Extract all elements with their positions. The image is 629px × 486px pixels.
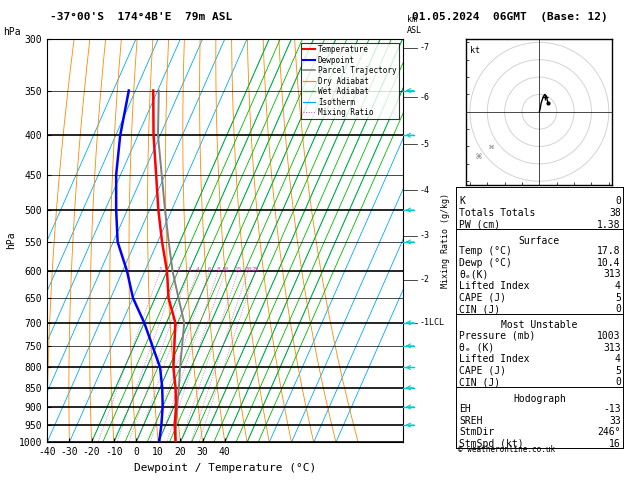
Text: 313: 313	[603, 269, 621, 279]
Text: 4: 4	[615, 354, 621, 364]
Text: -37°00'S  174°4B'E  79m ASL: -37°00'S 174°4B'E 79m ASL	[50, 12, 233, 22]
Text: 38: 38	[609, 208, 621, 218]
Text: -6: -6	[419, 93, 429, 102]
Text: 2: 2	[176, 267, 180, 272]
Text: 17.8: 17.8	[598, 246, 621, 256]
Text: 246°: 246°	[598, 427, 621, 437]
Text: -4: -4	[419, 186, 429, 194]
Text: -1LCL: -1LCL	[419, 318, 444, 327]
Text: 15: 15	[235, 267, 242, 272]
Text: 10: 10	[221, 267, 229, 272]
Text: hPa: hPa	[3, 27, 21, 37]
Text: Hodograph: Hodograph	[513, 394, 566, 403]
Text: Dewp (°C): Dewp (°C)	[459, 258, 512, 268]
Text: ⌘: ⌘	[476, 153, 482, 162]
Text: 0: 0	[615, 377, 621, 387]
Text: Temp (°C): Temp (°C)	[459, 246, 512, 256]
Text: 01.05.2024  06GMT  (Base: 12): 01.05.2024 06GMT (Base: 12)	[412, 12, 608, 22]
Text: 1: 1	[159, 267, 162, 272]
Text: © weatheronline.co.uk: © weatheronline.co.uk	[458, 445, 555, 454]
Text: 1.38: 1.38	[598, 220, 621, 229]
Text: Most Unstable: Most Unstable	[501, 320, 577, 330]
Text: CIN (J): CIN (J)	[459, 304, 500, 314]
Text: 3: 3	[187, 267, 191, 272]
Text: StmSpd (kt): StmSpd (kt)	[459, 439, 524, 449]
Text: km
ASL: km ASL	[408, 16, 422, 35]
Text: 0: 0	[615, 304, 621, 314]
Text: 25: 25	[252, 267, 259, 272]
Text: PW (cm): PW (cm)	[459, 220, 500, 229]
Text: SREH: SREH	[459, 416, 482, 426]
Text: 5: 5	[615, 366, 621, 376]
Text: 20: 20	[244, 267, 252, 272]
Text: K: K	[459, 196, 465, 207]
Text: 10.4: 10.4	[598, 258, 621, 268]
Text: 4: 4	[196, 267, 199, 272]
Text: CAPE (J): CAPE (J)	[459, 293, 506, 303]
Text: Mixing Ratio (g/kg): Mixing Ratio (g/kg)	[440, 193, 450, 288]
Text: 5: 5	[615, 293, 621, 303]
Text: 4: 4	[615, 281, 621, 291]
Text: Lifted Index: Lifted Index	[459, 281, 530, 291]
Y-axis label: hPa: hPa	[6, 232, 16, 249]
Text: kt: kt	[470, 46, 480, 55]
Text: ⌘: ⌘	[488, 143, 493, 152]
Text: θₑ (K): θₑ (K)	[459, 343, 494, 352]
Text: 1003: 1003	[598, 331, 621, 341]
Text: StmDir: StmDir	[459, 427, 494, 437]
Text: Totals Totals: Totals Totals	[459, 208, 535, 218]
Text: Pressure (mb): Pressure (mb)	[459, 331, 535, 341]
Text: Surface: Surface	[519, 236, 560, 246]
Text: 0: 0	[615, 196, 621, 207]
Text: -5: -5	[419, 140, 429, 149]
Text: 313: 313	[603, 343, 621, 352]
Text: -2: -2	[419, 276, 429, 284]
Text: -13: -13	[603, 404, 621, 414]
Text: -7: -7	[419, 43, 429, 52]
Text: 6: 6	[208, 267, 211, 272]
Text: CAPE (J): CAPE (J)	[459, 366, 506, 376]
Text: Lifted Index: Lifted Index	[459, 354, 530, 364]
Text: 8: 8	[216, 267, 220, 272]
X-axis label: Dewpoint / Temperature (°C): Dewpoint / Temperature (°C)	[134, 463, 316, 473]
Text: -3: -3	[419, 231, 429, 240]
Text: 16: 16	[609, 439, 621, 449]
Text: CIN (J): CIN (J)	[459, 377, 500, 387]
Legend: Temperature, Dewpoint, Parcel Trajectory, Dry Adiabat, Wet Adiabat, Isotherm, Mi: Temperature, Dewpoint, Parcel Trajectory…	[301, 43, 399, 120]
Text: EH: EH	[459, 404, 471, 414]
Text: 33: 33	[609, 416, 621, 426]
Text: θₑ(K): θₑ(K)	[459, 269, 489, 279]
